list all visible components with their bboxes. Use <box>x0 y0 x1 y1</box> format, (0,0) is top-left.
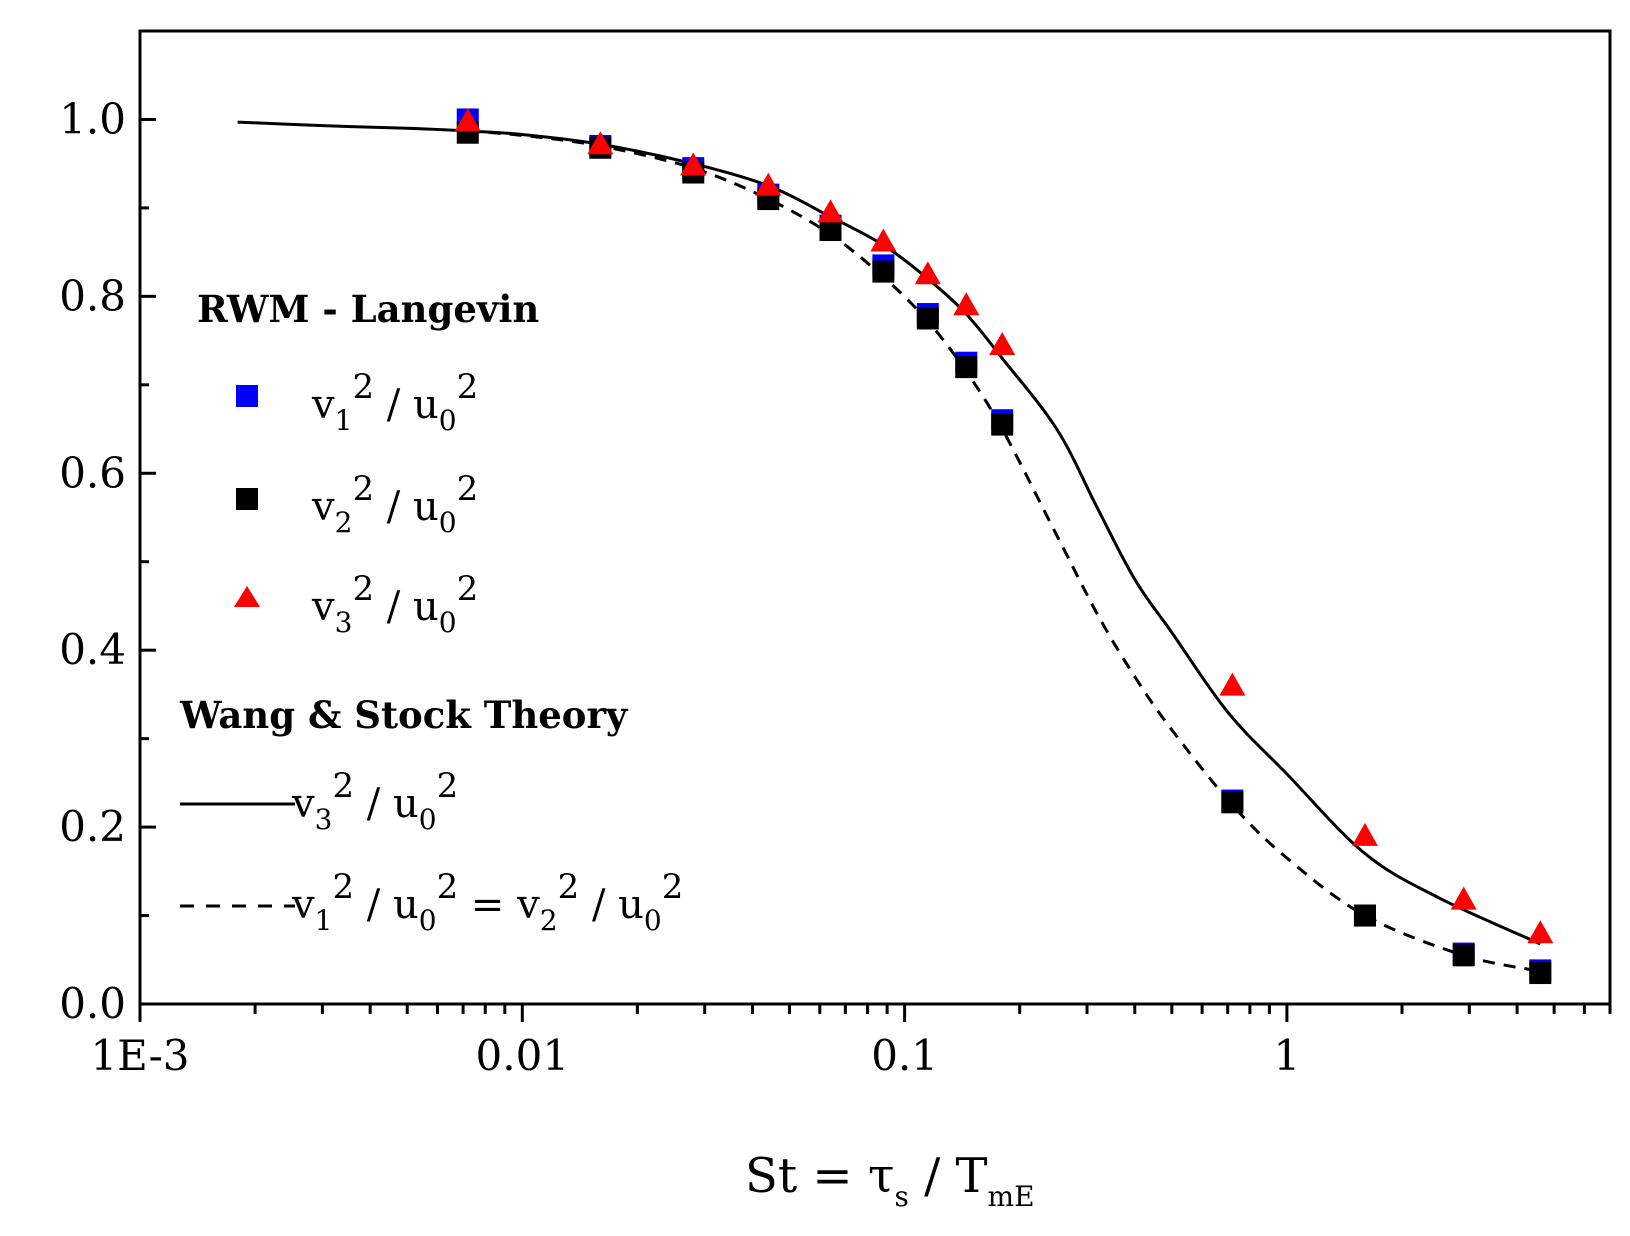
data-point <box>1221 791 1244 814</box>
legend-marker-v3 <box>234 586 260 607</box>
series-1 <box>456 108 1552 982</box>
data-point <box>1527 920 1554 944</box>
data-point <box>680 152 707 176</box>
data-point <box>989 332 1016 356</box>
data-point <box>1219 672 1246 696</box>
data-point <box>872 260 895 283</box>
data-point <box>916 307 939 330</box>
x-tick-label: 1 <box>1274 1031 1301 1080</box>
y-tick-label: 1.0 <box>59 94 126 143</box>
data-point <box>1353 904 1376 927</box>
data-point <box>991 413 1014 436</box>
legend-label-theory-v12: v12 / u02 = v22 / u02 <box>291 867 683 937</box>
legend: RWM - Langevin v12 / u02 v22 / u02 v32 /… <box>179 287 683 937</box>
series-3 <box>454 108 1554 944</box>
legend-label-v1: v12 / u02 <box>311 367 478 437</box>
data-point <box>1351 822 1378 846</box>
data-markers <box>454 108 1554 985</box>
legend-label-theory-v3: v32 / u02 <box>291 766 458 836</box>
y-tick-label: 0.6 <box>59 448 126 497</box>
data-point <box>1450 886 1477 910</box>
data-point <box>955 356 978 379</box>
theory-line-dashed <box>467 129 1541 973</box>
series-2 <box>456 121 1552 985</box>
data-point <box>953 292 980 316</box>
x-axis-label: St = τs / TmE <box>745 1148 1035 1213</box>
data-point <box>817 199 844 223</box>
plot-frame <box>138 29 1612 1006</box>
data-point <box>1529 962 1552 985</box>
data-point <box>454 108 481 132</box>
data-point <box>819 219 842 242</box>
data-point <box>914 261 941 285</box>
y-tick-label: 0.4 <box>59 625 126 674</box>
data-point <box>587 131 614 155</box>
legend-marker-v2 <box>236 488 258 510</box>
tick-labels: 0.0 0.2 0.4 0.6 0.8 1.0 1E-3 0.01 0.1 1 <box>59 94 1300 1080</box>
legend-label-v3: v32 / u02 <box>311 569 478 639</box>
data-point <box>755 172 782 196</box>
y-tick-label: 0.0 <box>59 979 126 1028</box>
legend-title-rwm: RWM - Langevin <box>197 287 539 331</box>
x-tick-label: 0.1 <box>871 1031 938 1080</box>
legend-title-theory: Wang & Stock Theory <box>179 693 629 737</box>
data-point <box>870 228 897 252</box>
x-tick-label: 1E-3 <box>90 1031 189 1080</box>
x-tick-label: 0.01 <box>476 1031 570 1080</box>
legend-label-v2: v22 / u02 <box>311 469 478 539</box>
y-tick-label: 0.8 <box>59 271 126 320</box>
y-tick-label: 0.2 <box>59 802 126 851</box>
axis-ticks <box>138 29 1612 1022</box>
data-point <box>1452 944 1475 967</box>
legend-marker-v1 <box>236 385 258 407</box>
